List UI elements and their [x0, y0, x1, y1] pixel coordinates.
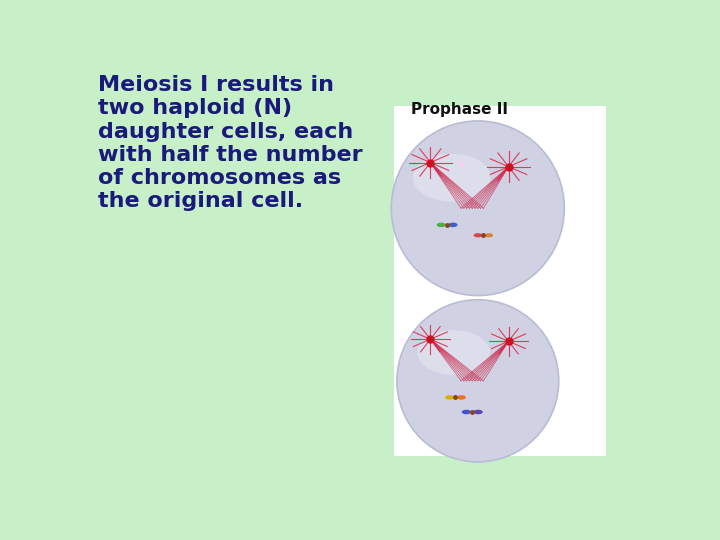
- Ellipse shape: [445, 395, 454, 400]
- Ellipse shape: [402, 319, 557, 451]
- Ellipse shape: [456, 395, 466, 400]
- Ellipse shape: [474, 410, 482, 414]
- Ellipse shape: [474, 233, 482, 238]
- Bar: [394, 106, 606, 456]
- Ellipse shape: [397, 300, 559, 462]
- Ellipse shape: [436, 222, 446, 227]
- Text: Meiosis I results in
two haploid (N)
daughter cells, each
with half the number
o: Meiosis I results in two haploid (N) dau…: [99, 75, 363, 211]
- Ellipse shape: [485, 233, 493, 238]
- Text: Prophase II: Prophase II: [411, 102, 508, 117]
- Ellipse shape: [397, 141, 562, 284]
- Ellipse shape: [462, 410, 471, 414]
- Ellipse shape: [449, 222, 458, 227]
- Ellipse shape: [417, 330, 490, 375]
- Ellipse shape: [392, 121, 564, 295]
- Ellipse shape: [413, 154, 491, 202]
